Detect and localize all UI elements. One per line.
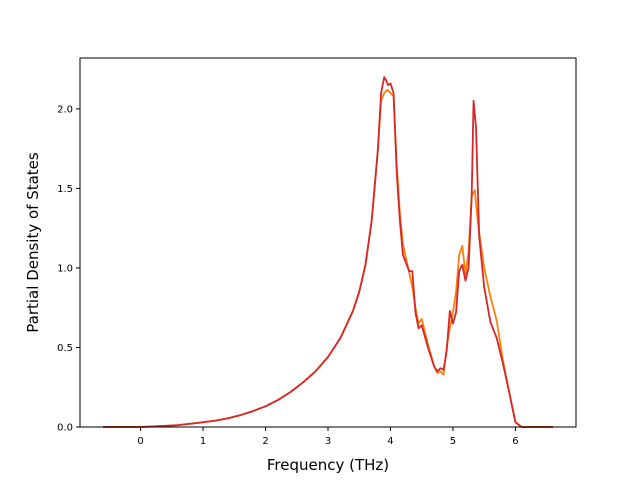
x-tick-label: 6 [512, 436, 518, 447]
x-tick-label: 0 [137, 436, 143, 447]
ticks-layer: 0 1 2 3 4 5 6 0.0 0.5 1.0 1.5 2.0 [57, 104, 518, 447]
series-layer [103, 76, 553, 428]
series-line-1 [103, 88, 553, 428]
plot-frame [79, 57, 577, 428]
x-axis-label: Frequency (THz) [267, 456, 389, 474]
x-tick-label: 3 [325, 436, 331, 447]
y-tick-label: 0.0 [57, 423, 73, 434]
series-line-2 [103, 76, 553, 428]
x-tick-label: 1 [200, 436, 206, 447]
y-tick-label: 1.5 [57, 184, 73, 195]
x-tick-label: 5 [450, 436, 456, 447]
y-axis-label: Partial Density of States [24, 152, 42, 333]
y-tick-label: 1.0 [57, 263, 73, 274]
x-tick-label: 4 [387, 436, 393, 447]
x-tick-label: 2 [262, 436, 268, 447]
y-tick-label: 0.5 [57, 343, 73, 354]
y-tick-label: 2.0 [57, 104, 73, 115]
